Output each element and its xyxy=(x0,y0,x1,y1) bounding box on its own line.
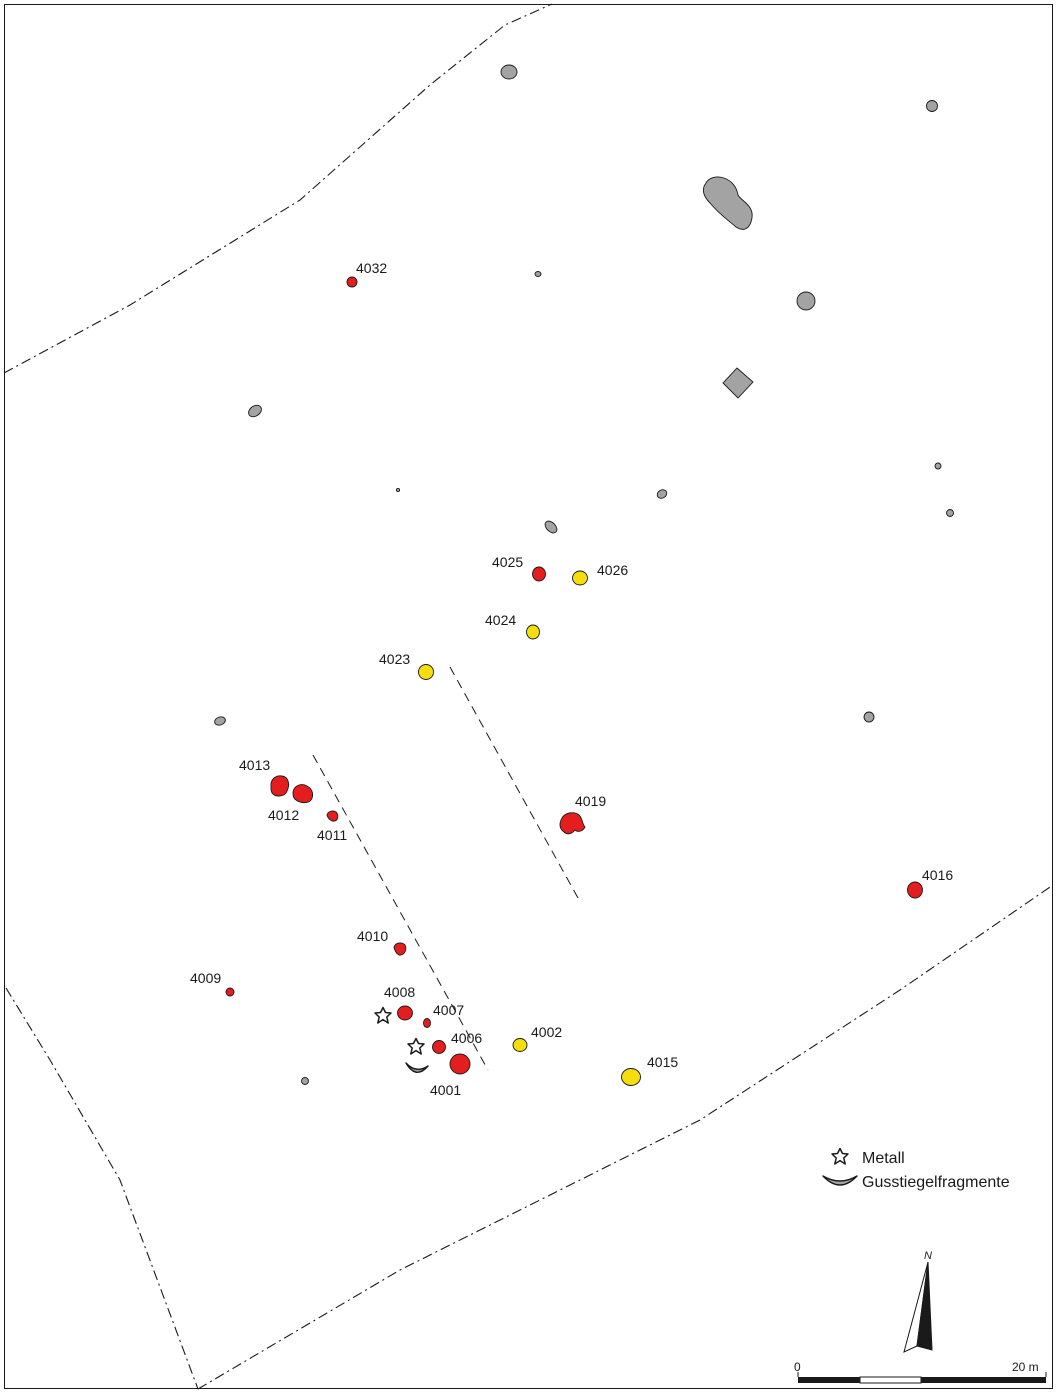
red-features xyxy=(225,276,923,1075)
boundary-southeast xyxy=(197,884,1054,1390)
feature-4008 xyxy=(397,1005,413,1021)
post-alignment-west xyxy=(312,754,489,1071)
feature-4032 xyxy=(346,276,358,288)
feature-4024 xyxy=(526,624,540,640)
grey-feature-large xyxy=(722,367,754,399)
label-4011: 4011 xyxy=(317,827,347,843)
legend-crucible-label: Gusstiegelfragmente xyxy=(862,1174,1010,1191)
grey-feature xyxy=(926,100,938,112)
grey-feature xyxy=(796,291,816,311)
feature-4023 xyxy=(418,664,434,680)
legend-star-icon xyxy=(831,1147,849,1165)
label-4006: 4006 xyxy=(451,1030,482,1046)
label-4013: 4013 xyxy=(239,757,270,773)
legend-metal-label: Metall xyxy=(862,1150,905,1167)
legend: Metall Gusstiegelfragmente xyxy=(822,1147,1010,1191)
feature-4013 xyxy=(270,775,290,797)
feature-4009 xyxy=(225,987,235,997)
feature-4019 xyxy=(559,812,586,835)
label-4002: 4002 xyxy=(531,1024,562,1040)
label-4023: 4023 xyxy=(379,651,410,667)
grey-feature xyxy=(395,487,401,493)
feature-4010 xyxy=(393,942,407,956)
feature-labels: 4032 4025 4026 4024 4023 4013 4012 4011 … xyxy=(190,260,953,1098)
feature-4016 xyxy=(907,881,923,899)
grey-features xyxy=(214,64,954,1085)
grey-feature xyxy=(656,489,668,499)
label-4032: 4032 xyxy=(356,260,387,276)
boundary-north xyxy=(3,3,553,374)
label-4001: 4001 xyxy=(430,1082,461,1098)
label-4019: 4019 xyxy=(575,793,606,809)
grey-feature-large xyxy=(702,176,753,230)
grey-feature xyxy=(544,520,558,534)
feature-4015 xyxy=(621,1068,641,1086)
north-arrow: N xyxy=(903,1250,933,1353)
feature-4007 xyxy=(423,1018,431,1028)
feature-4001 xyxy=(449,1053,471,1075)
grey-feature xyxy=(946,509,954,517)
label-4007: 4007 xyxy=(433,1002,464,1018)
grey-feature xyxy=(214,716,226,726)
star-icon xyxy=(374,1006,392,1024)
scale-bar-segment xyxy=(859,1376,922,1384)
scale-bar-start-label: 0 xyxy=(794,1360,801,1374)
label-4010: 4010 xyxy=(357,928,388,944)
label-4015: 4015 xyxy=(647,1054,678,1070)
label-4026: 4026 xyxy=(597,562,628,578)
map-frame xyxy=(4,4,1053,1389)
label-4025: 4025 xyxy=(492,554,523,570)
grey-feature xyxy=(534,271,542,277)
scale-bar-segment xyxy=(798,1377,860,1383)
boundary-southwest xyxy=(5,987,199,1390)
label-4012: 4012 xyxy=(268,807,299,823)
feature-4025 xyxy=(532,566,546,582)
grey-feature xyxy=(248,404,262,418)
feature-4011 xyxy=(326,810,339,822)
crucible-fragment-icon xyxy=(405,1062,429,1073)
find-markers xyxy=(374,1006,429,1073)
grey-feature xyxy=(863,711,875,723)
excavation-boundaries xyxy=(3,3,1054,1390)
grey-feature xyxy=(301,1077,309,1085)
label-4024: 4024 xyxy=(485,612,516,628)
grey-feature xyxy=(500,64,518,80)
scale-bar-segment xyxy=(921,1377,1046,1383)
feature-4026 xyxy=(572,570,588,586)
label-4016: 4016 xyxy=(922,867,953,883)
legend-crucible-fragment-icon xyxy=(822,1175,858,1186)
north-label: N xyxy=(924,1250,932,1262)
label-4009: 4009 xyxy=(190,970,221,986)
grey-feature xyxy=(934,462,942,470)
label-4008: 4008 xyxy=(384,984,415,1000)
scale-bar: 0 20 m xyxy=(794,1360,1047,1384)
star-icon xyxy=(407,1037,425,1055)
post-alignments xyxy=(312,666,579,1071)
yellow-features xyxy=(418,570,641,1086)
feature-4012 xyxy=(292,784,314,804)
north-arrow-right-half xyxy=(916,1261,933,1351)
feature-4006 xyxy=(432,1040,446,1054)
scale-bar-end-label: 20 m xyxy=(1012,1360,1039,1374)
post-alignment-east xyxy=(449,666,579,899)
feature-4002 xyxy=(512,1038,528,1052)
